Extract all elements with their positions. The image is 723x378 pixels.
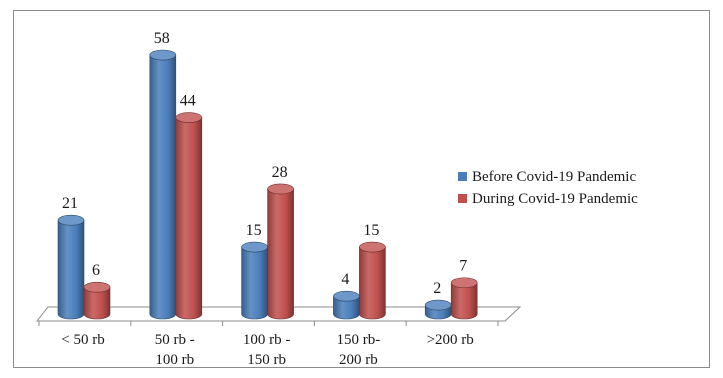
data-label: 15: [246, 222, 262, 239]
category-label: 100 rb: [155, 352, 194, 368]
category-label: 50 rb -: [155, 332, 195, 348]
legend-label-before: Before Covid-19 Pandemic: [472, 169, 636, 185]
category-label: 100 rb -: [243, 332, 291, 348]
category-label: 200 rb: [339, 352, 378, 368]
category-label: 150 rb-: [337, 332, 381, 348]
data-label: 15: [363, 222, 379, 239]
legend-label-during: During Covid-19 Pandemic: [472, 191, 638, 207]
bar-before-3: [333, 290, 360, 320]
data-label: 7: [459, 258, 467, 275]
bar-before-1: [149, 49, 177, 320]
category-label: 150 rb: [247, 352, 286, 368]
data-label: 58: [154, 30, 170, 47]
category-label: < 50 rb: [61, 332, 104, 348]
bar-during-0: [83, 281, 111, 320]
bar-before-0: [57, 214, 85, 320]
bar-during-1: [175, 112, 203, 320]
data-label: 28: [272, 164, 288, 181]
data-label: 2: [433, 280, 441, 297]
category-label: >200 rb: [427, 332, 474, 348]
data-label: 4: [341, 271, 349, 288]
bar-before-4: [424, 299, 452, 320]
data-label: 44: [180, 93, 196, 110]
data-label: 21: [62, 195, 78, 212]
bar-during-2: [267, 183, 294, 320]
legend-swatch-during: [458, 194, 467, 203]
bar-during-3: [359, 241, 386, 320]
bar-before-2: [241, 241, 268, 320]
data-label: 6: [92, 262, 100, 279]
bar-during-4: [450, 277, 478, 320]
legend-swatch-before: [458, 172, 467, 181]
